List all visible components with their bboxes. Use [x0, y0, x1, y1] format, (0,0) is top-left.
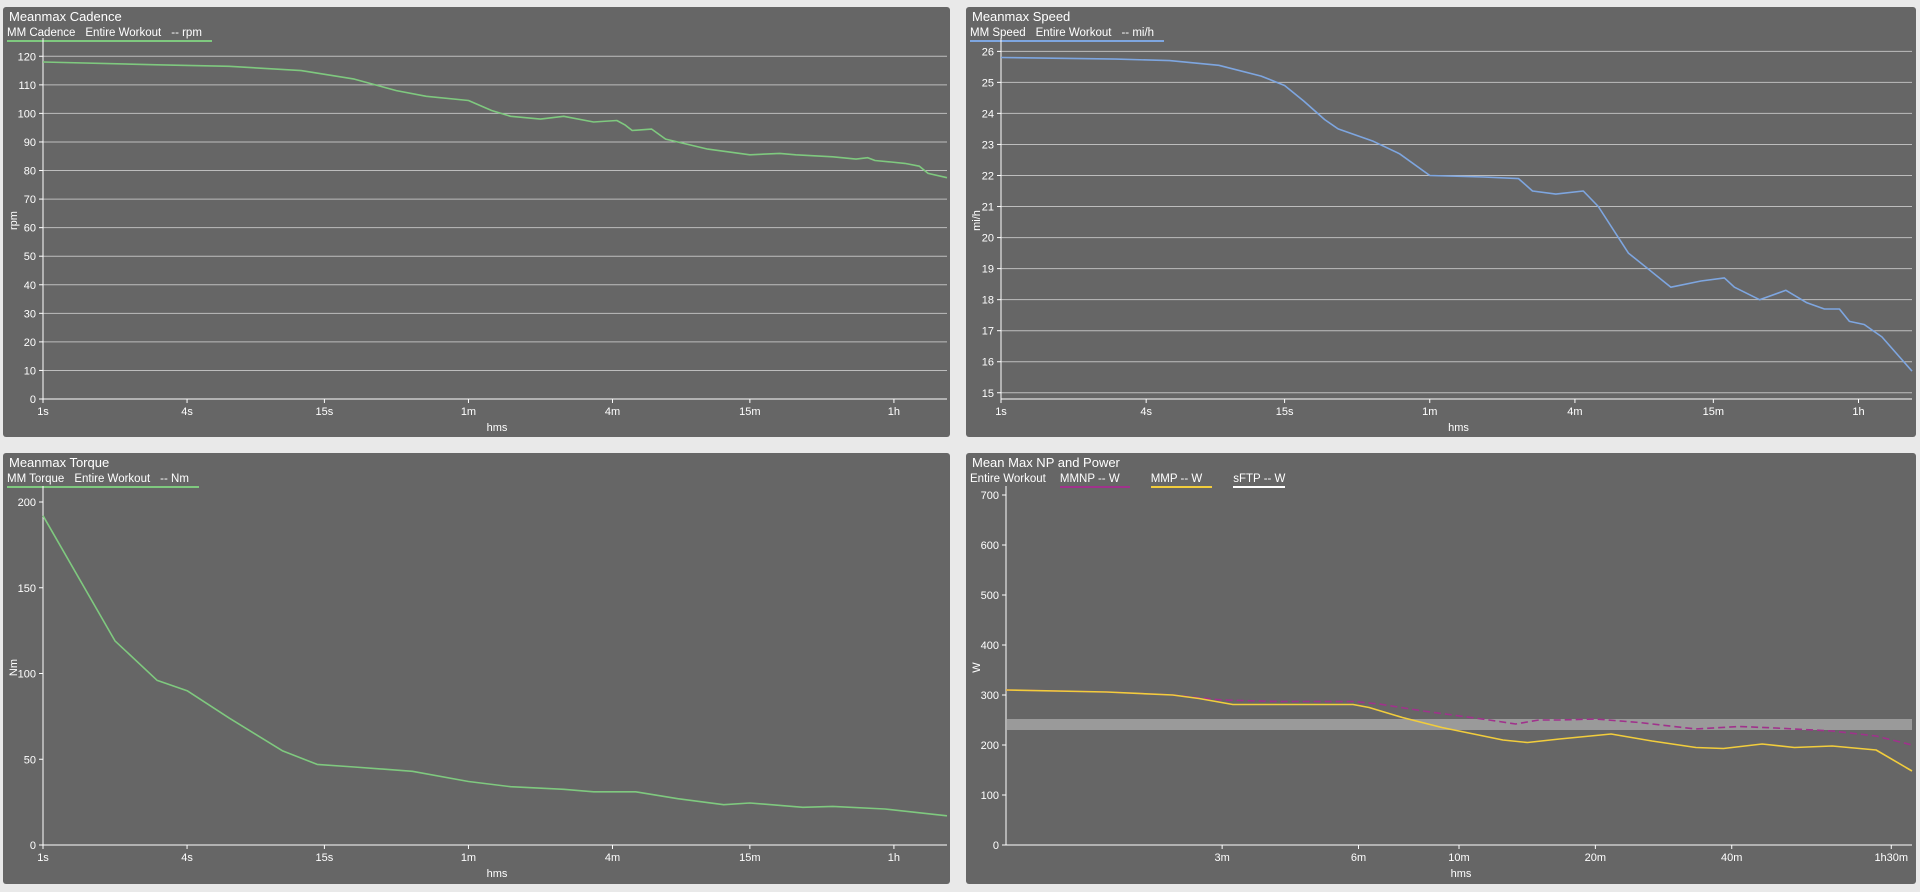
torque-series-mm-torque-line	[43, 516, 947, 816]
power-chart[interactable]: 0 100 200 300 400 500 600 700 3m 6m 10m 20m 40m 1h30m…	[966, 453, 1916, 884]
torque-y-tick-label-1: 50	[24, 754, 36, 766]
speed-y-tick-label-10: 25	[982, 77, 994, 89]
torque-y-tick-label-3: 150	[18, 583, 36, 595]
cadence-x-tick-label-1: 4s	[181, 406, 193, 418]
power-x-tick-label-4: 40m	[1721, 852, 1742, 864]
power-y-tick-label-5: 500	[981, 590, 999, 602]
power-x-tick-label-3: 20m	[1585, 852, 1606, 864]
speed-x-tick-label-4: 4m	[1567, 406, 1582, 418]
cadence-y-tick-label-2: 20	[24, 337, 36, 349]
speed-y-tick-label-7: 22	[982, 170, 994, 182]
torque-x-tick-label-2: 15s	[316, 852, 334, 864]
torque-x-tick-label-0: 1s	[37, 852, 49, 864]
torque-x-tick-label-4: 4m	[605, 852, 620, 864]
torque-x-tick-label-6: 1h	[888, 852, 900, 864]
cadence-y-tick-label-5: 50	[24, 251, 36, 263]
cadence-panel: Meanmax Cadence MM Cadence Entire Workout…	[3, 7, 950, 437]
cadence-x-tick-label-4: 4m	[605, 406, 620, 418]
power-x-tick-label-5: 1h30m	[1874, 852, 1908, 864]
power-x-tick-label-2: 10m	[1448, 852, 1469, 864]
power-y-tick-label-3: 300	[981, 690, 999, 702]
cadence-y-tick-label-12: 120	[18, 51, 36, 63]
torque-x-tick-label-3: 1m	[461, 852, 476, 864]
speed-y-axis-label: mi/h	[971, 210, 983, 231]
torque-x-axis-label: hms	[487, 868, 508, 880]
cadence-x-tick-label-0: 1s	[37, 406, 49, 418]
cadence-y-tick-label-6: 60	[24, 223, 36, 235]
torque-y-tick-label-0: 0	[30, 840, 36, 852]
cadence-y-tick-label-7: 70	[24, 194, 36, 206]
speed-x-tick-label-6: 1h	[1852, 406, 1864, 418]
speed-y-tick-label-8: 23	[982, 139, 994, 151]
power-x-tick-label-1: 6m	[1351, 852, 1366, 864]
cadence-y-tick-label-3: 30	[24, 308, 36, 320]
speed-x-tick-label-1: 4s	[1140, 406, 1152, 418]
torque-y-axis-label: Nm	[8, 659, 20, 676]
speed-panel: Meanmax Speed MM Speed Entire Workout -- m…	[966, 7, 1916, 437]
speed-y-tick-label-11: 26	[982, 46, 994, 58]
power-x-tick-label-0: 3m	[1214, 852, 1229, 864]
cadence-y-tick-label-8: 80	[24, 166, 36, 178]
power-y-tick-label-4: 400	[981, 640, 999, 652]
torque-x-tick-label-1: 4s	[181, 852, 193, 864]
cadence-y-tick-label-9: 90	[24, 137, 36, 149]
cadence-x-tick-label-2: 15s	[316, 406, 334, 418]
cadence-chart[interactable]: 0 10 20 30 40 50 60 70 80 90 100 110 120 1s 4s 15s 1m 4m 1…	[3, 7, 950, 437]
cadence-y-tick-label-10: 100	[18, 108, 36, 120]
cadence-x-tick-label-5: 15m	[739, 406, 760, 418]
speed-y-tick-label-3: 18	[982, 295, 994, 307]
torque-y-tick-label-2: 100	[18, 669, 36, 681]
power-x-axis-label: hms	[1451, 868, 1472, 880]
speed-chart[interactable]: 15 16 17 18 19 20 21 22 23 24 25 26 1s 4s 15s 1m 4m 15m 1h…	[966, 7, 1916, 437]
speed-y-tick-label-1: 16	[982, 357, 994, 369]
speed-x-tick-label-5: 15m	[1703, 406, 1724, 418]
torque-panel: Meanmax Torque MM Torque Entire Workout --…	[3, 453, 950, 884]
cadence-x-axis-label: hms	[487, 422, 508, 434]
speed-series-mm-speed-line	[1001, 58, 1912, 372]
speed-y-tick-label-0: 15	[982, 388, 994, 400]
power-panel: Mean Max NP and Power Entire Workout MMN…	[966, 453, 1916, 884]
speed-y-tick-label-5: 20	[982, 233, 994, 245]
power-y-tick-label-1: 100	[981, 790, 999, 802]
power-y-tick-label-7: 700	[981, 490, 999, 502]
power-y-tick-label-6: 600	[981, 540, 999, 552]
cadence-series-mm-cadence-line	[43, 62, 947, 178]
speed-y-tick-label-4: 19	[982, 264, 994, 276]
speed-x-tick-label-0: 1s	[995, 406, 1007, 418]
cadence-y-tick-label-0: 0	[30, 394, 36, 406]
power-series-mmp-line	[1006, 690, 1912, 771]
speed-x-axis-label: hms	[1448, 422, 1469, 434]
power-y-tick-label-0: 0	[993, 840, 999, 852]
speed-x-tick-label-3: 1m	[1422, 406, 1437, 418]
cadence-y-axis-label: rpm	[8, 211, 20, 230]
cadence-x-tick-label-3: 1m	[461, 406, 476, 418]
cadence-y-tick-label-1: 10	[24, 365, 36, 377]
speed-x-tick-label-2: 15s	[1276, 406, 1294, 418]
speed-y-tick-label-9: 24	[982, 108, 994, 120]
power-y-tick-label-2: 200	[981, 740, 999, 752]
cadence-y-tick-label-11: 110	[18, 80, 36, 92]
speed-y-tick-label-6: 21	[982, 202, 994, 214]
cadence-y-tick-label-4: 40	[24, 280, 36, 292]
torque-y-tick-label-4: 200	[18, 497, 36, 509]
power-y-axis-label: W	[971, 662, 983, 673]
speed-y-tick-label-2: 17	[982, 326, 994, 338]
power-series-mmnp-line	[1006, 690, 1912, 745]
cadence-x-tick-label-6: 1h	[888, 406, 900, 418]
torque-chart[interactable]: 0 50 100 150 200 1s 4s 15s 1m 4m 15m 1h hms Nm	[3, 453, 950, 884]
torque-x-tick-label-5: 15m	[739, 852, 760, 864]
